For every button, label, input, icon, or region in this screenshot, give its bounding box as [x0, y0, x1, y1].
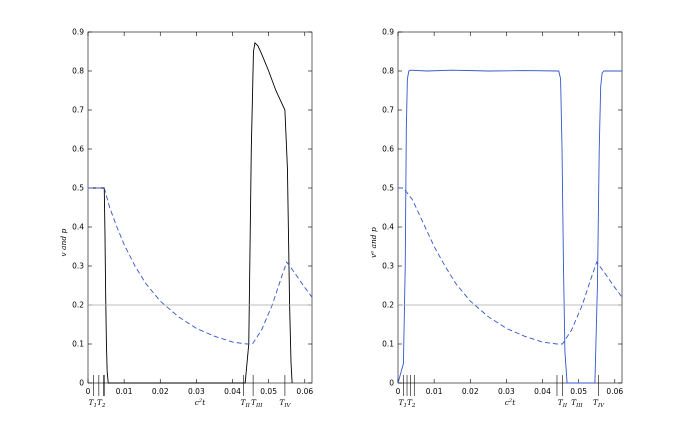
x-tick-label: 0	[396, 387, 401, 396]
event-label: TIV	[593, 398, 605, 409]
y-tick-label: 0.8	[72, 67, 84, 76]
y-tick-label: 0.5	[382, 184, 394, 193]
left-chart: 0 0.1 0.2 0.3 0.4 0.5 0.6 0.7 0.8 0.9 0 0.01 0.02 0.0…	[59, 28, 313, 410]
x-tick-label: 0.04	[534, 387, 551, 396]
event-label: TIV	[279, 398, 291, 409]
y-tick-label: 0.3	[72, 262, 84, 271]
plot-frame	[397, 31, 623, 384]
event-label: T1T2	[399, 398, 417, 409]
right-chart: 0 0.1 0.2 0.3 0.4 0.5 0.6 0.7 0.8 0.9 0 0.01 0.02 0.0…	[369, 28, 623, 410]
x-tick-label: 0.02	[462, 387, 479, 396]
event-label: TIII	[251, 398, 263, 409]
x-tick-label: 0.04	[224, 387, 241, 396]
x-tick-label: 0	[86, 387, 91, 396]
x-tick-label: 0.03	[498, 387, 515, 396]
y-tick-label: 0.2	[72, 301, 84, 310]
series-line-0	[88, 42, 293, 384]
x-tick-label: 0.06	[296, 387, 313, 396]
event-label: TII	[558, 398, 568, 409]
x-tick-label: 0.01	[426, 387, 443, 396]
series-line-1	[88, 187, 313, 345]
x-tick-label: 0.02	[152, 387, 169, 396]
x-axis-label: c2t	[505, 398, 516, 407]
y-tick-label: 0.5	[72, 184, 84, 193]
y-axis-label: v and p	[59, 228, 68, 256]
event-label: T1T2	[89, 398, 107, 409]
event-label: TII	[240, 398, 250, 409]
x-tick-label: 0.06	[606, 387, 623, 396]
y-tick-label: 0.4	[72, 223, 84, 232]
y-tick-label: 0.6	[72, 145, 84, 154]
event-label: TIII	[571, 398, 583, 409]
x-tick-label: 0.03	[188, 387, 205, 396]
y-tick-label: 0.6	[382, 145, 394, 154]
y-tick-label: 0.7	[72, 106, 84, 115]
y-tick-label: 0	[389, 379, 394, 388]
y-tick-label: 0.7	[382, 106, 394, 115]
y-tick-label: 0	[79, 379, 84, 388]
x-tick-label: 0.05	[260, 387, 277, 396]
y-tick-label: 0.3	[382, 262, 394, 271]
y-axis-label: vᵉ and p	[369, 227, 378, 258]
x-tick-label: 0.01	[116, 387, 133, 396]
y-tick-label: 0.2	[382, 301, 394, 310]
y-tick-label: 0.9	[382, 28, 394, 37]
y-tick-label: 0.1	[72, 340, 84, 349]
y-tick-label: 0.9	[72, 28, 84, 37]
series-line-1	[398, 187, 623, 345]
y-tick-label: 0.4	[382, 223, 394, 232]
x-tick-label: 0.05	[570, 387, 587, 396]
series-line-0	[397, 69, 622, 384]
y-tick-label: 0.8	[382, 67, 394, 76]
x-axis-label: c2t	[195, 398, 206, 407]
y-tick-label: 0.1	[382, 340, 394, 349]
